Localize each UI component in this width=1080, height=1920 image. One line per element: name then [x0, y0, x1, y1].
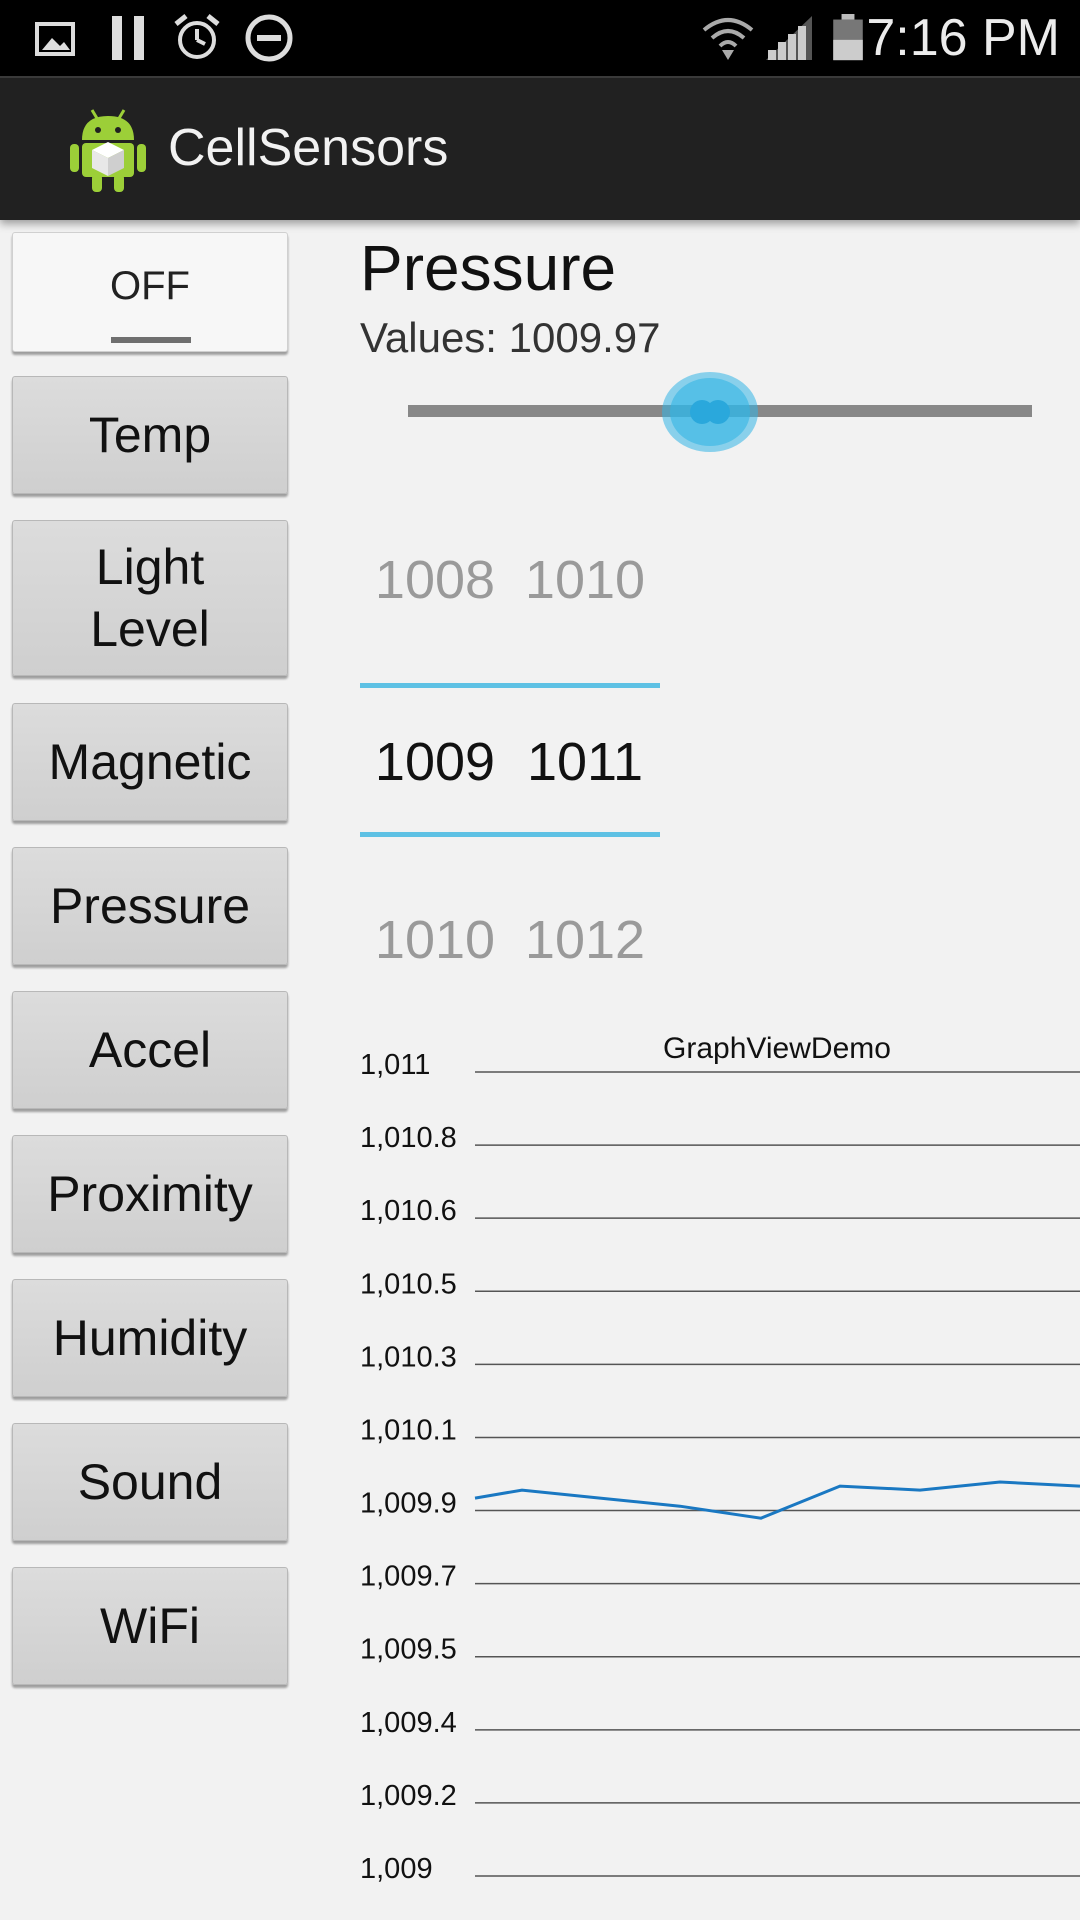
temp-button[interactable]: Temp	[12, 376, 288, 494]
image-icon	[35, 22, 75, 56]
y-tick-label: 1,010.3	[360, 1341, 457, 1373]
humidity-button-label: Humidity	[52, 1310, 248, 1366]
y-tick-label: 1,011	[360, 1049, 430, 1081]
pressure-button-label: Pressure	[49, 878, 251, 934]
wifi-button[interactable]: WiFi	[12, 1567, 288, 1685]
humidity-button[interactable]: Humidity	[12, 1279, 288, 1397]
battery-icon	[833, 14, 863, 61]
y-tick-label: 1,010.5	[360, 1268, 457, 1300]
alarm-icon	[174, 14, 220, 59]
picker-divider-bottom	[360, 832, 660, 837]
picker-value-prev[interactable]: 1008	[374, 550, 496, 610]
magnetic-button[interactable]: Magnetic	[12, 703, 288, 821]
picker-divider-top	[360, 683, 660, 688]
y-tick-label: 1,009.9	[360, 1488, 457, 1520]
y-tick-label: 1,010.6	[360, 1195, 457, 1227]
sound-button-label: Sound	[77, 1454, 223, 1510]
sensor-values: Values: 1009.97	[360, 314, 661, 361]
sound-button[interactable]: Sound	[12, 1423, 288, 1541]
y-tick-label: 1,010.8	[360, 1122, 457, 1154]
slider-thumb[interactable]	[660, 370, 760, 454]
light-level-button[interactable]: Light Level	[12, 520, 288, 676]
proximity-button-label: Proximity	[47, 1166, 253, 1222]
pressure-button[interactable]: Pressure	[12, 847, 288, 965]
accel-button[interactable]: Accel	[12, 991, 288, 1109]
signal-icon	[766, 16, 812, 60]
y-tick-label: 1,009.5	[360, 1634, 457, 1666]
series-line	[474, 1480, 1080, 1520]
pause-icon	[112, 16, 144, 60]
proximity-button[interactable]: Proximity	[12, 1135, 288, 1253]
do-not-disturb-icon	[245, 14, 293, 62]
toggle-indicator	[111, 337, 191, 343]
picker-value-selected[interactable]: 1009	[374, 732, 496, 792]
android-app-icon[interactable]	[68, 104, 148, 194]
temp-button-label: Temp	[88, 407, 212, 463]
graph-view: GraphViewDemo 1,011 1,010.8 1,010.6 1,010.5 1…	[360, 1032, 1080, 1885]
y-tick-label: 1,009	[360, 1853, 433, 1885]
power-toggle-label: OFF	[110, 264, 190, 308]
picker-value-selected[interactable]: 1011	[526, 732, 644, 792]
status-bar: 7:16 PM	[0, 0, 1080, 76]
y-tick-label: 1,009.2	[360, 1780, 457, 1812]
accel-button-label: Accel	[88, 1022, 212, 1078]
picker-value-prev[interactable]: 1010	[524, 550, 646, 610]
y-tick-label: 1,009.7	[360, 1561, 457, 1593]
picker-value-next[interactable]: 1012	[524, 910, 646, 970]
magnetic-button-label: Magnetic	[48, 734, 252, 790]
chart-title: GraphViewDemo	[663, 1032, 891, 1065]
y-tick-label: 1,009.4	[360, 1707, 457, 1739]
y-tick-label: 1,010.1	[360, 1414, 457, 1446]
sensor-title: Pressure	[360, 232, 617, 304]
picker-value-next[interactable]: 1010	[374, 910, 496, 970]
action-bar: CellSensors	[0, 76, 1080, 220]
wifi-icon	[702, 18, 754, 60]
wifi-button-label: WiFi	[100, 1598, 200, 1654]
power-toggle-button[interactable]: OFF	[12, 232, 288, 352]
app-title: CellSensors	[168, 119, 449, 177]
light-level-button-label: Light Level	[90, 539, 210, 657]
status-time: 7:16 PM	[866, 9, 1060, 67]
